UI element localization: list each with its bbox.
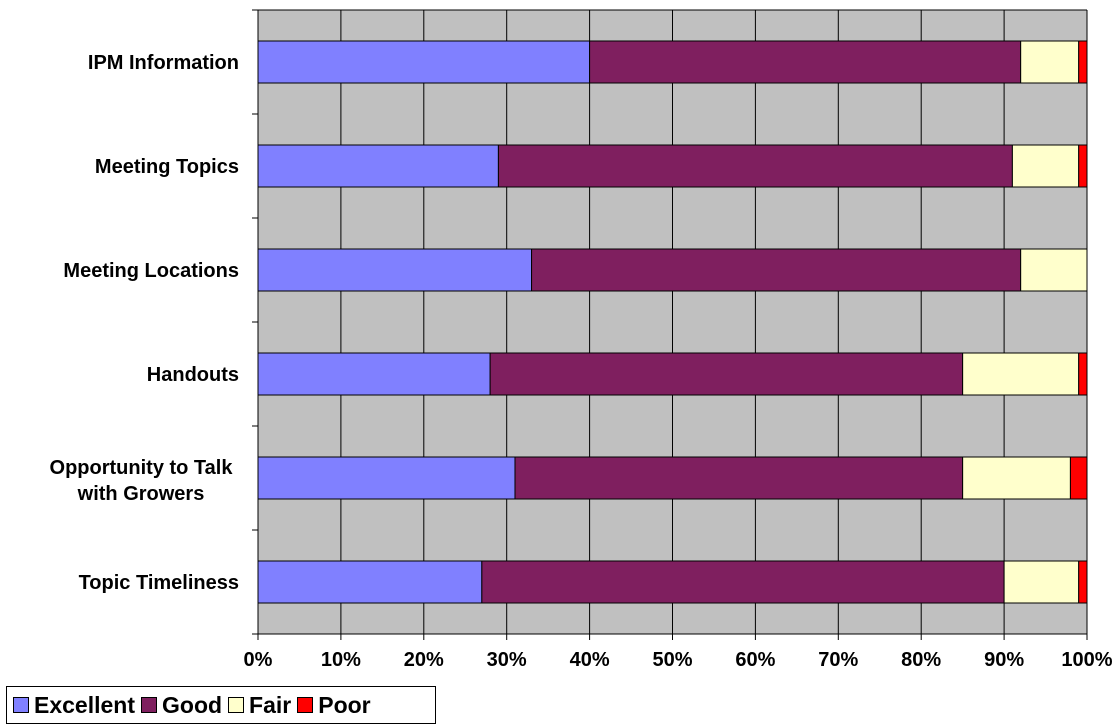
bar-fair-3 — [962, 352, 1080, 396]
bar-poor-4 — [1069, 456, 1088, 500]
bar-fair-2 — [1020, 248, 1088, 292]
category-label-line: Opportunity to Talk — [50, 457, 234, 479]
legend-item-excellent: Excellent — [13, 692, 135, 719]
x-tick-label: 60% — [735, 649, 775, 671]
bar-poor-5 — [1078, 560, 1088, 604]
bar-good-0 — [589, 40, 1022, 84]
x-tick-label: 100% — [1061, 649, 1112, 671]
legend: Excellent Good Fair Poor — [6, 686, 436, 724]
bar-good-5 — [481, 560, 1005, 604]
legend-swatch-excellent — [13, 697, 29, 713]
bar-poor-3 — [1078, 352, 1088, 396]
legend-swatch-good — [141, 697, 157, 713]
bar-good-3 — [489, 352, 964, 396]
category-label: Meeting Locations — [63, 260, 239, 282]
x-tick-label: 50% — [652, 649, 692, 671]
legend-item-fair: Fair — [228, 692, 291, 719]
legend-item-good: Good — [141, 692, 222, 719]
legend-swatch-poor — [297, 697, 314, 713]
x-tick-label: 10% — [321, 649, 361, 671]
legend-item-poor: Poor — [297, 691, 371, 719]
x-tick-label: 90% — [984, 649, 1024, 671]
bar-fair-4 — [962, 456, 1071, 500]
bar-fair-5 — [1003, 560, 1080, 604]
x-tick-label: 70% — [818, 649, 858, 671]
category-label: Topic Timeliness — [79, 572, 239, 594]
bar-excellent-4 — [257, 456, 516, 500]
category-label: Handouts — [147, 364, 239, 386]
x-tick-label: 0% — [244, 649, 273, 671]
legend-label-excellent: Excellent — [34, 691, 135, 718]
x-tick-label: 40% — [570, 649, 610, 671]
bar-good-2 — [531, 248, 1022, 292]
x-tick-label: 20% — [404, 649, 444, 671]
category-label-line: with Growers — [77, 483, 205, 505]
category-label: IPM Information — [88, 52, 239, 74]
chart: 0% 10% 20% 30% 40% 50% 60% 70% 80% 90% 100% IPM Inf… — [50, 9, 1113, 671]
bar-excellent-2 — [257, 248, 533, 292]
bar-excellent-0 — [257, 40, 591, 84]
bar-excellent-1 — [257, 144, 499, 188]
category-label: Opportunity to Talk with Growers — [50, 457, 234, 505]
bar-poor-0 — [1078, 40, 1088, 84]
bar-excellent-3 — [257, 352, 491, 396]
x-tick-label: 30% — [487, 649, 527, 671]
x-tick-label: 80% — [901, 649, 941, 671]
legend-label-fair: Fair — [249, 691, 292, 718]
bar-fair-1 — [1011, 144, 1080, 188]
bar-fair-0 — [1020, 40, 1080, 84]
bar-poor-1 — [1078, 144, 1088, 188]
legend-label-good: Good — [162, 691, 223, 718]
legend-swatch-fair — [228, 697, 245, 713]
bar-excellent-5 — [257, 560, 483, 604]
category-label: Meeting Topics — [95, 156, 239, 178]
bar-good-4 — [514, 456, 964, 500]
bar-good-1 — [497, 144, 1013, 188]
legend-label-poor: Poor — [318, 691, 371, 718]
